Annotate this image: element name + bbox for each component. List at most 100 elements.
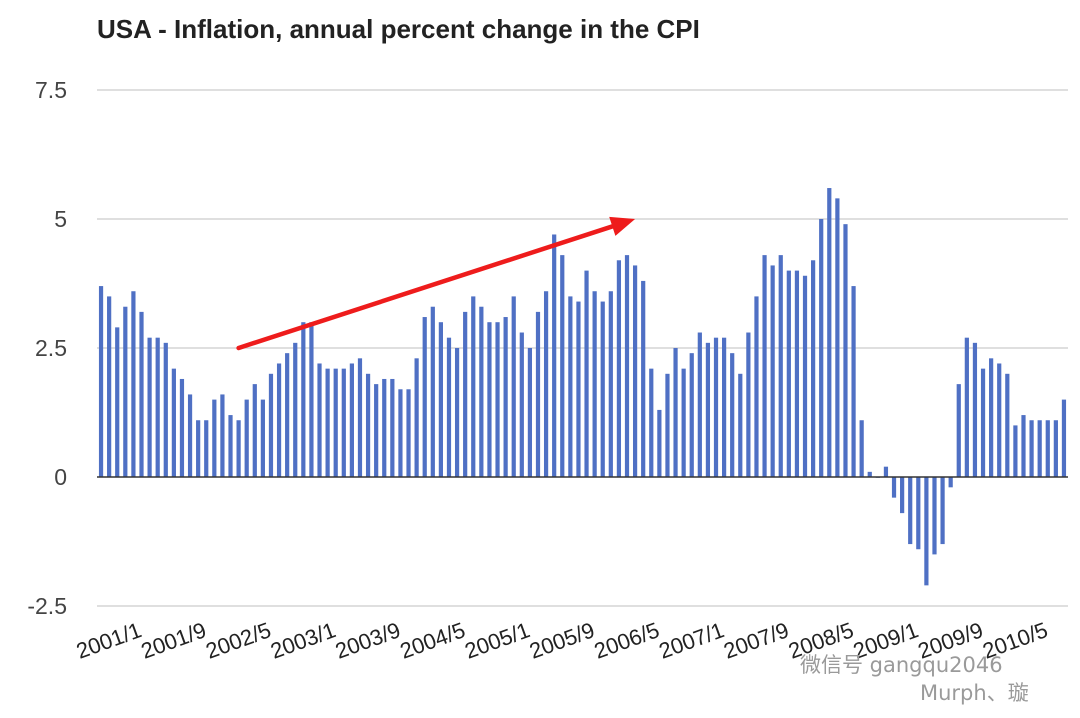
bar (908, 477, 913, 545)
bar (705, 342, 711, 477)
bar (1013, 425, 1018, 477)
x-tick-label: 2007/9 (720, 617, 792, 664)
bar (260, 399, 265, 477)
bar (535, 311, 541, 477)
bar (123, 306, 128, 477)
bar (438, 322, 443, 477)
bar (746, 332, 751, 477)
y-tick-label: 2.5 (35, 335, 67, 361)
bar (608, 291, 613, 477)
x-tick-label: 2002/5 (202, 617, 274, 664)
bar (552, 234, 557, 477)
bar (811, 260, 816, 477)
bar (357, 358, 363, 477)
bar (730, 353, 735, 477)
x-tick-label: 2005/1 (461, 617, 533, 664)
bar (406, 389, 411, 477)
y-tick-label: 5 (54, 206, 67, 232)
bar (325, 368, 330, 477)
bar (649, 368, 654, 477)
bar (382, 378, 387, 477)
bar (762, 255, 767, 477)
bar (98, 286, 104, 477)
bar (624, 255, 630, 477)
bar (285, 353, 290, 477)
bar (859, 420, 864, 477)
bar (212, 399, 217, 477)
bars (98, 188, 1067, 586)
bar (147, 337, 152, 477)
bar (641, 280, 646, 477)
bar (697, 332, 702, 477)
bar (268, 373, 274, 477)
bar (827, 188, 832, 478)
bar (1029, 420, 1034, 477)
bar (835, 198, 840, 478)
bar (673, 348, 678, 477)
bar (414, 358, 419, 477)
bar (390, 378, 395, 477)
x-tick-label: 2001/9 (138, 617, 210, 664)
bar (568, 296, 573, 477)
bar (616, 260, 622, 477)
bar (778, 255, 783, 477)
bar (446, 337, 452, 477)
bar (883, 466, 889, 477)
bar (600, 301, 605, 477)
bar (454, 348, 460, 477)
bar (867, 471, 872, 477)
bar (1005, 373, 1010, 477)
chart-title: USA - Inflation, annual percent change i… (97, 14, 700, 44)
x-tick-label: 2003/9 (332, 617, 404, 664)
watermark-line1: 微信号 gangqu2046 (800, 653, 1003, 677)
bar (204, 420, 209, 477)
y-tick-label: 7.5 (35, 77, 67, 103)
y-tick-label: -2.5 (27, 593, 67, 619)
watermark-line2: Murph、璇 (920, 681, 1029, 705)
bar (115, 327, 120, 477)
bar (689, 353, 694, 477)
bar (819, 219, 824, 477)
watermark: 微信号 gangqu2046 Murph、璇 (800, 653, 1029, 705)
bar (940, 477, 945, 545)
bar (584, 270, 589, 477)
bar (1045, 420, 1050, 477)
bar (365, 373, 371, 477)
bar (349, 363, 354, 477)
y-axis-ticks: 7.5 5 2.5 0 -2.5 (27, 77, 67, 619)
bar (916, 477, 921, 550)
bar (252, 384, 257, 477)
bar (964, 337, 969, 477)
bar (989, 358, 994, 477)
bar (527, 348, 533, 477)
bar (422, 317, 427, 477)
bar (738, 373, 743, 477)
bar (171, 368, 176, 477)
bar (851, 286, 856, 477)
bar (932, 477, 937, 555)
bar (107, 296, 112, 477)
bar (1021, 415, 1026, 477)
bar (997, 363, 1002, 477)
bar (301, 322, 306, 477)
bar (479, 306, 484, 477)
bar (333, 368, 338, 477)
bar (632, 265, 638, 477)
bar (139, 311, 144, 477)
bar (924, 477, 929, 586)
bar (430, 306, 435, 477)
gridlines (97, 89, 1068, 607)
bar (187, 394, 193, 477)
bar (1037, 420, 1042, 477)
bar (891, 477, 897, 498)
bar (794, 270, 800, 477)
bar (722, 337, 727, 477)
bar (276, 363, 282, 477)
bar (972, 342, 978, 477)
x-tick-label: 2001/1 (73, 617, 145, 664)
bar (592, 291, 597, 477)
bar (495, 322, 500, 477)
bar (236, 420, 241, 477)
x-tick-label: 2007/1 (656, 617, 728, 664)
bar (471, 296, 476, 477)
